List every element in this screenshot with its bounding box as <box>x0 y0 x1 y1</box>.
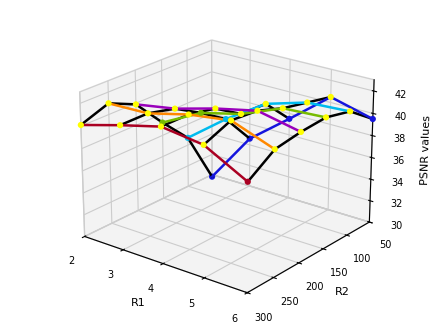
Y-axis label: R2: R2 <box>335 287 349 297</box>
X-axis label: R1: R1 <box>131 299 146 308</box>
